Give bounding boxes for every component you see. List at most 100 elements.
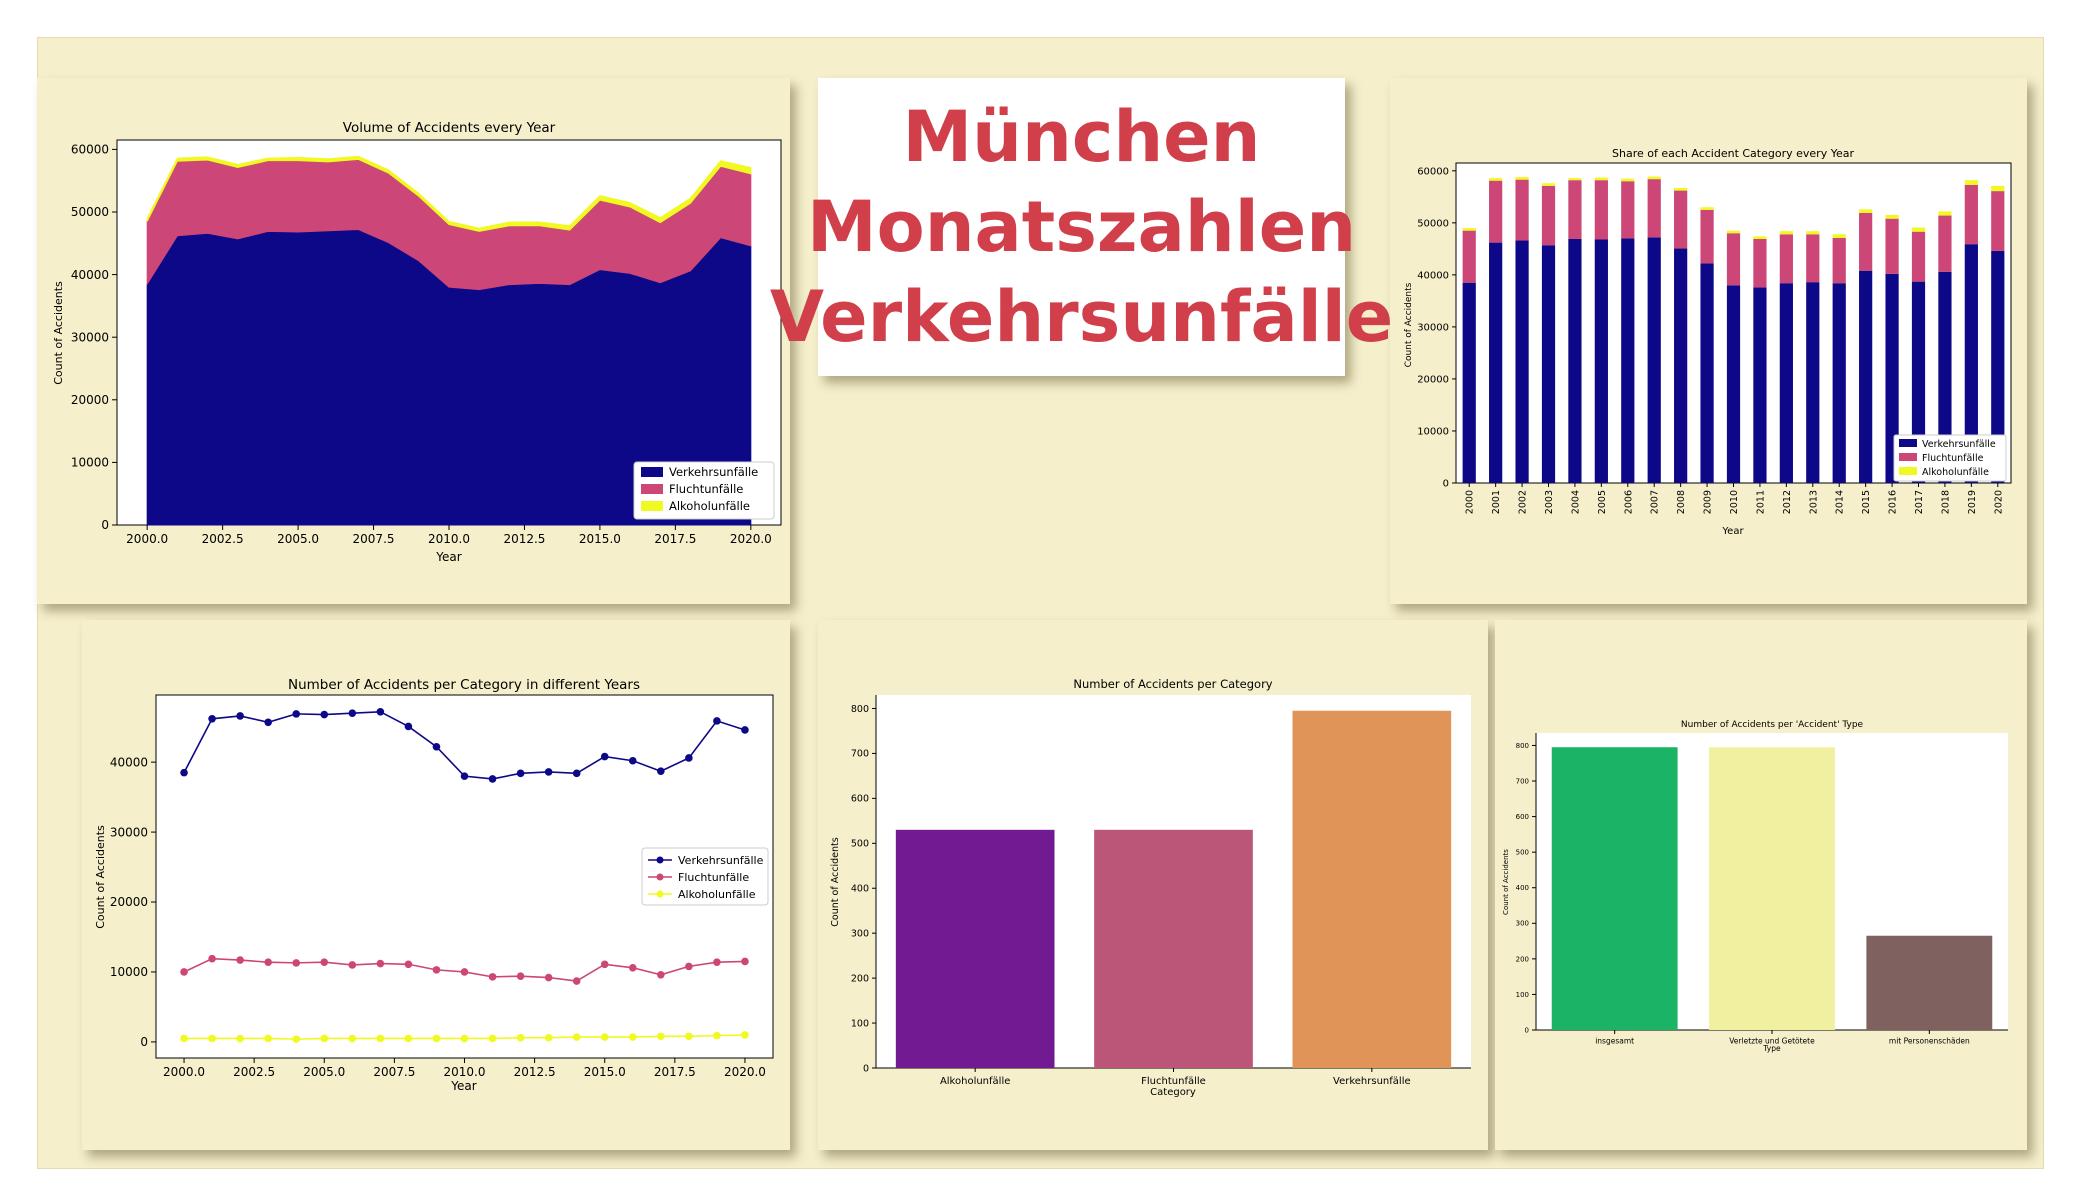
- bar-segment: [1726, 285, 1741, 483]
- x-tick-label: 2005.0: [277, 532, 319, 546]
- volume-chart-card: Volume of Accidents every Year Year Coun…: [37, 78, 790, 604]
- y-tick-label: 800: [1516, 742, 1529, 750]
- x-tick-label: 2020.0: [724, 1065, 766, 1079]
- bar-segment: [1859, 270, 1873, 483]
- chart-title: Number of Accidents per Category in diff…: [288, 677, 640, 693]
- y-tick-label: 500: [1516, 849, 1529, 857]
- x-tick-label: 2006: [1623, 490, 1634, 514]
- line-point: [404, 1034, 413, 1043]
- line-point: [741, 957, 749, 966]
- bar-segment: [1938, 215, 1952, 272]
- x-tick-label: 2005.0: [303, 1065, 345, 1079]
- bar-segment: [1991, 250, 2005, 483]
- legend-label: Verkehrsunfälle: [678, 854, 764, 867]
- line-point: [320, 710, 329, 719]
- bar-segment: [1779, 283, 1793, 483]
- line-point: [741, 1031, 749, 1039]
- chart-title: Share of each Accident Category every Ye…: [1612, 147, 1854, 160]
- x-tick-label: Verkehrsunfälle: [1333, 1076, 1411, 1087]
- line-point: [376, 707, 385, 716]
- bar-segment: [1885, 215, 1899, 219]
- legend: Verkehrsunfälle Fluchtunfälle Alkoholunf…: [633, 461, 775, 520]
- bar-segment: [1753, 287, 1767, 483]
- x-tick-label: 2010.0: [428, 532, 470, 546]
- y-tick-label: 800: [851, 704, 869, 715]
- y-tick-label: 50000: [71, 205, 109, 219]
- x-tick-label: 2010.0: [444, 1065, 486, 1079]
- line-point: [685, 962, 693, 971]
- line-point: [572, 977, 581, 985]
- y-tick-label: 20000: [1417, 374, 1449, 385]
- line-point: [600, 960, 609, 969]
- bar-segment: [1885, 273, 1899, 483]
- bar-segment: [1515, 177, 1529, 180]
- title-line-1: München: [902, 96, 1261, 178]
- x-tick-label: 2020: [1993, 490, 2004, 514]
- bar-segment: [1938, 211, 1952, 216]
- bar-segment: [1647, 179, 1661, 238]
- legend: Verkehrsunfälle Fluchtunfälle Alkoholunf…: [641, 847, 769, 906]
- lines-chart: Number of Accidents per Category in diff…: [94, 677, 774, 1093]
- line-point: [264, 1034, 272, 1043]
- type-chart-card: Number of Accidents per 'Accident' Type …: [1495, 620, 2027, 1150]
- bar-segment: [1832, 237, 1846, 284]
- bar-segment: [1938, 271, 1952, 483]
- bar: [1551, 747, 1678, 1030]
- bar-segment: [1621, 238, 1635, 483]
- legend-label: Alkoholunfälle: [1922, 467, 1989, 478]
- line-point: [292, 1035, 301, 1043]
- line-point: [488, 775, 497, 783]
- bar-segment: [1700, 209, 1714, 264]
- bar-segment: [1515, 179, 1529, 241]
- y-tick-label: 30000: [110, 825, 148, 839]
- line-point: [180, 968, 188, 976]
- x-tick-label: 2011: [1755, 490, 1766, 514]
- line-point: [460, 1034, 469, 1043]
- bar-segment: [1621, 178, 1635, 182]
- bar-segment: [1674, 248, 1688, 483]
- line-point: [348, 1034, 357, 1043]
- y-tick-label: 100: [1516, 991, 1529, 999]
- line-point: [600, 1033, 609, 1041]
- y-tick-label: 60000: [1417, 166, 1449, 177]
- y-tick-label: 600: [1516, 813, 1529, 821]
- bar-segment: [1832, 283, 1846, 483]
- x-tick-label: 2014: [1835, 490, 1846, 514]
- x-axis-label: Type: [1762, 1044, 1781, 1053]
- line-point: [516, 972, 525, 980]
- x-tick-label: 2007.5: [353, 532, 395, 546]
- x-tick-label: 2012.5: [503, 532, 545, 546]
- bar-segment: [1674, 187, 1688, 191]
- line-point: [432, 966, 441, 974]
- bar-segment: [1991, 185, 2005, 192]
- chart-title: Volume of Accidents every Year: [343, 120, 556, 136]
- line-point: [488, 1034, 497, 1043]
- line-point: [572, 1033, 581, 1041]
- line-point: [432, 742, 441, 751]
- line-point: [320, 958, 329, 966]
- legend-swatch-verkehr: [1899, 439, 1917, 447]
- share-bar-chart: Share of each Accident Category every Ye…: [1404, 147, 2012, 537]
- line-point: [292, 959, 301, 967]
- line-point: [657, 767, 665, 776]
- bar-segment: [1859, 212, 1873, 271]
- legend-swatch-verkehr: [641, 467, 663, 477]
- y-tick-label: 700: [1516, 777, 1529, 785]
- bar: [1709, 747, 1835, 1030]
- x-tick-label: 2013: [1808, 490, 1819, 514]
- x-tick-label: 2000: [1465, 490, 1476, 514]
- y-tick-label: 0: [1525, 1026, 1529, 1034]
- bar-segment: [1594, 177, 1608, 181]
- legend-label: Alkoholunfälle: [669, 499, 750, 513]
- line-point: [628, 963, 637, 972]
- line-point: [264, 718, 272, 727]
- line-point: [320, 1034, 329, 1043]
- bar-segment: [1541, 245, 1556, 483]
- line-point: [348, 709, 357, 717]
- line-point: [264, 958, 272, 966]
- line-point: [657, 970, 665, 979]
- line-point: [404, 722, 413, 731]
- title-line-2: Monatszahlen: [806, 186, 1357, 268]
- x-axis-label: Category: [1150, 1087, 1196, 1098]
- bar-segment: [1594, 180, 1608, 240]
